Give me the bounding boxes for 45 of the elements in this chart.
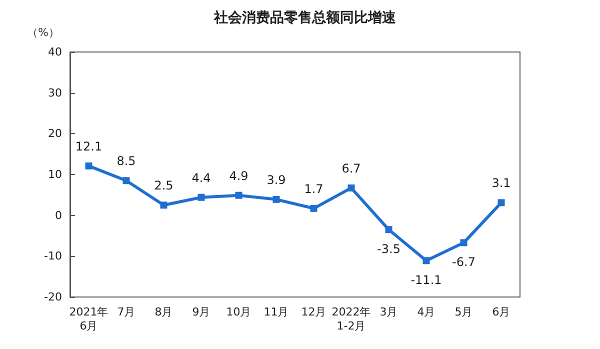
point (385, 226, 392, 234)
x-tick-label: 2022年 1-2月 (332, 306, 371, 332)
x-tick-label: 4月 (417, 306, 436, 318)
x-tick-label: 5月 (454, 306, 473, 318)
point (348, 184, 355, 192)
x-tick-label: 11月 (264, 306, 289, 318)
point (272, 196, 280, 203)
data-label: 3.1 (492, 176, 511, 190)
y-axis-title: （%） (27, 26, 60, 39)
point (198, 194, 205, 201)
y-tick-label: 40 (48, 46, 62, 58)
x-tick-label: 8月 (154, 306, 173, 318)
data-label: -3.5 (377, 242, 400, 256)
data-label: 2.5 (154, 178, 174, 193)
x-tick-label: 3月 (380, 306, 398, 318)
point (160, 202, 168, 209)
y-tick-label: 20 (48, 127, 62, 140)
y-tick-label: -10 (44, 250, 62, 263)
x-tick-label: 6月 (492, 306, 510, 318)
data-label: -6.7 (452, 255, 476, 270)
y-tick-label: 10 (48, 168, 62, 181)
x-tick-label: 9月 (192, 306, 210, 318)
point (498, 199, 505, 206)
x-tick-label: 10月 (226, 306, 252, 318)
data-label: 8.5 (116, 154, 136, 168)
point (422, 257, 430, 264)
data-label: -11.1 (410, 273, 442, 288)
y-tick-label: -20 (44, 290, 62, 304)
point (460, 239, 468, 246)
x-tick-label: 12月 (301, 306, 326, 318)
data-label: 6.7 (342, 161, 361, 176)
data-label: 12.1 (75, 139, 102, 154)
data-label: 3.9 (266, 172, 286, 187)
y-tick-label: 30 (48, 86, 62, 100)
data-label: 1.7 (304, 182, 324, 196)
point (310, 204, 318, 212)
point (235, 192, 242, 199)
x-tick-label: 7月 (117, 306, 136, 318)
x-tick-label: 2021年 6月 (69, 306, 108, 332)
data-label: 4.9 (229, 168, 248, 183)
data-label: 4.4 (192, 170, 211, 185)
y-tick-label: 0 (55, 208, 62, 222)
point (122, 177, 130, 184)
chart-title: 社会消费品零售总额同比增速 (213, 9, 397, 26)
point (85, 162, 92, 170)
